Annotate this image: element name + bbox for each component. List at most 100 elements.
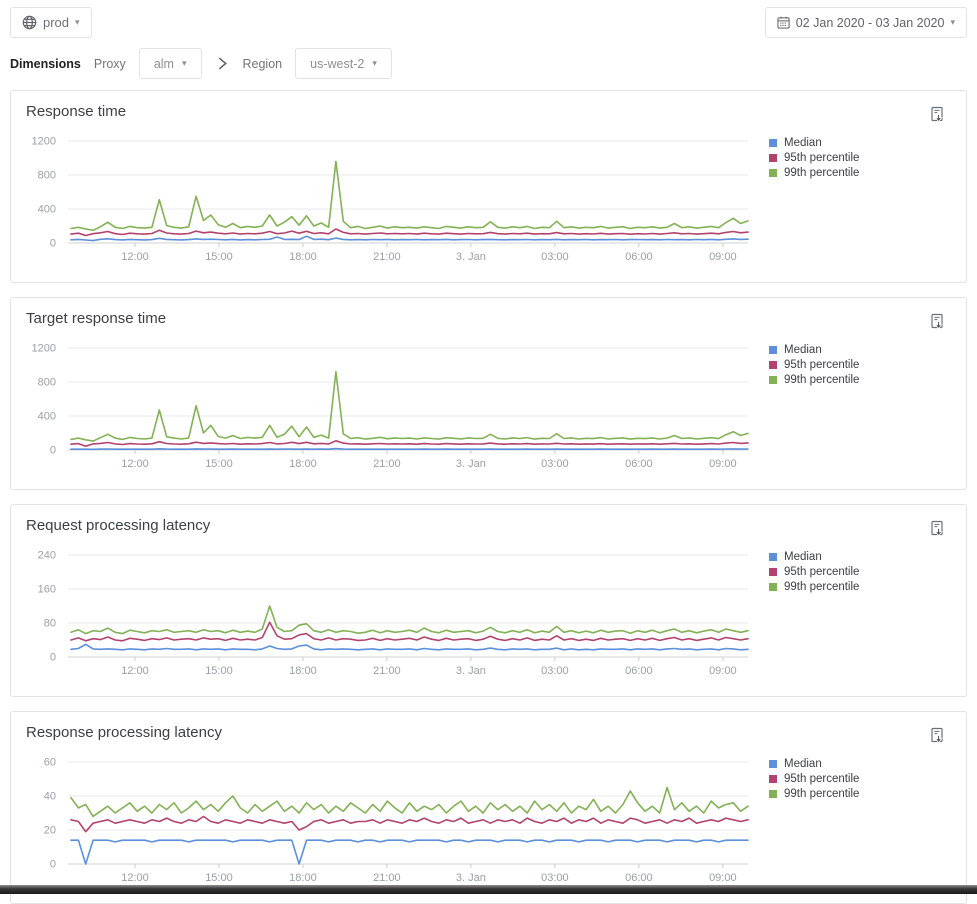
svg-text:160: 160 — [38, 584, 56, 596]
legend-swatch — [769, 375, 777, 384]
svg-text:12:00: 12:00 — [121, 251, 149, 263]
chart-legend: Median 95th percentile 99th percentile — [769, 756, 859, 801]
chart-panel-response-time: Response time Median 95th percentile 99t… — [10, 90, 967, 283]
legend-swatch — [769, 759, 777, 768]
svg-text:80: 80 — [44, 618, 56, 630]
chart-canvas: 1200 800 400 0 12:00 15:00 18:00 21:00 3. Jan 03:… — [32, 343, 749, 470]
caret-down-icon: ▾ — [950, 17, 955, 27]
chevron-right-icon — [217, 57, 228, 70]
svg-text:0: 0 — [50, 238, 56, 250]
chart-panel-request-processing-latency: Request processing latency Median 95th p… — [10, 504, 967, 697]
legend-swatch — [769, 345, 777, 354]
legend-item-95th-percentile[interactable]: 95th percentile — [769, 357, 859, 372]
chart-legend: Median 95th percentile 99th percentile — [769, 549, 859, 594]
download-report-button[interactable] — [928, 313, 948, 333]
legend-swatch — [769, 138, 777, 147]
legend-label: Median — [784, 757, 822, 770]
legend-item-median[interactable]: Median — [769, 135, 859, 150]
legend-label: 95th percentile — [784, 358, 860, 371]
svg-text:03:00: 03:00 — [541, 872, 569, 884]
download-report-button[interactable] — [928, 520, 948, 540]
legend-item-99th-percentile[interactable]: 99th percentile — [769, 372, 859, 387]
chart-legend: Median 95th percentile 99th percentile — [769, 342, 859, 387]
legend-swatch — [769, 360, 777, 369]
environment-selector-button[interactable]: prod ▾ — [10, 7, 92, 38]
svg-text:09:00: 09:00 — [709, 458, 737, 470]
legend-item-99th-percentile[interactable]: 99th percentile — [769, 786, 859, 801]
svg-text:3. Jan: 3. Jan — [456, 251, 486, 263]
svg-text:18:00: 18:00 — [289, 458, 317, 470]
legend-item-95th-percentile[interactable]: 95th percentile — [769, 564, 859, 579]
download-report-button[interactable] — [928, 106, 948, 126]
environment-label: prod — [43, 15, 70, 30]
date-range-button[interactable]: 02 Jan 2020 - 03 Jan 2020 ▾ — [764, 7, 967, 38]
download-report-button[interactable] — [928, 727, 948, 747]
globe-icon — [22, 15, 37, 30]
svg-text:15:00: 15:00 — [205, 665, 233, 677]
svg-text:0: 0 — [50, 859, 56, 871]
legend-label: 95th percentile — [784, 565, 860, 578]
caret-down-icon: ▾ — [372, 58, 377, 68]
chart-title: Response time — [26, 103, 127, 120]
svg-text:21:00: 21:00 — [373, 251, 401, 263]
svg-text:20: 20 — [44, 825, 56, 837]
proxy-dropdown[interactable]: alm ▾ — [138, 48, 202, 79]
chart-canvas: 1200 800 400 0 12:00 15:00 18:00 21:00 3. Jan 03:… — [32, 136, 749, 263]
svg-text:09:00: 09:00 — [709, 251, 737, 263]
svg-text:12:00: 12:00 — [121, 458, 149, 470]
svg-text:3. Jan: 3. Jan — [456, 458, 486, 470]
legend-swatch — [769, 168, 777, 177]
chart-panel-response-processing-latency: Response processing latency Median 95th … — [10, 711, 967, 904]
legend-swatch — [769, 153, 777, 162]
legend-label: Median — [784, 550, 822, 563]
svg-text:03:00: 03:00 — [541, 251, 569, 263]
legend-item-95th-percentile[interactable]: 95th percentile — [769, 150, 859, 165]
svg-text:3. Jan: 3. Jan — [456, 665, 486, 677]
svg-text:0: 0 — [50, 652, 56, 664]
svg-text:03:00: 03:00 — [541, 458, 569, 470]
svg-text:400: 400 — [38, 204, 56, 216]
svg-text:21:00: 21:00 — [373, 872, 401, 884]
legend-label: 95th percentile — [784, 151, 860, 164]
legend-item-median[interactable]: Median — [769, 756, 859, 771]
svg-text:06:00: 06:00 — [625, 872, 653, 884]
region-dropdown[interactable]: us-west-2 ▾ — [295, 48, 392, 79]
calendar-icon — [777, 16, 790, 29]
legend-item-99th-percentile[interactable]: 99th percentile — [769, 579, 859, 594]
legend-item-95th-percentile[interactable]: 95th percentile — [769, 771, 859, 786]
svg-text:06:00: 06:00 — [625, 665, 653, 677]
svg-text:21:00: 21:00 — [373, 665, 401, 677]
legend-item-99th-percentile[interactable]: 99th percentile — [769, 165, 859, 180]
svg-text:800: 800 — [38, 170, 56, 182]
legend-label: 99th percentile — [784, 787, 860, 800]
legend-swatch — [769, 582, 777, 591]
chart-canvas: 60 40 20 0 12:00 15:00 18:00 21:00 3. Jan 03:00 06… — [44, 757, 749, 884]
legend-item-median[interactable]: Median — [769, 549, 859, 564]
proxy-label: Proxy — [93, 56, 126, 71]
legend-label: Median — [784, 343, 822, 356]
proxy-value: alm — [153, 56, 174, 71]
svg-text:3. Jan: 3. Jan — [456, 872, 486, 884]
svg-text:09:00: 09:00 — [709, 872, 737, 884]
legend-swatch — [769, 552, 777, 561]
date-range-label: 02 Jan 2020 - 03 Jan 2020 — [795, 15, 945, 30]
svg-text:21:00: 21:00 — [373, 458, 401, 470]
legend-swatch — [769, 774, 777, 783]
svg-text:09:00: 09:00 — [709, 665, 737, 677]
svg-text:1200: 1200 — [32, 136, 56, 148]
legend-item-median[interactable]: Median — [769, 342, 859, 357]
dimensions-bar: Dimensions Proxy alm ▾ Region us-west-2 … — [10, 48, 392, 79]
chart-title: Response processing latency — [26, 724, 222, 741]
svg-text:400: 400 — [38, 411, 56, 423]
legend-label: Median — [784, 136, 822, 149]
svg-text:18:00: 18:00 — [289, 251, 317, 263]
svg-text:60: 60 — [44, 757, 56, 769]
svg-text:15:00: 15:00 — [205, 251, 233, 263]
svg-text:18:00: 18:00 — [289, 872, 317, 884]
legend-swatch — [769, 789, 777, 798]
region-label: Region — [242, 56, 283, 71]
chart-title: Target response time — [26, 310, 167, 327]
chart-legend: Median 95th percentile 99th percentile — [769, 135, 859, 180]
svg-text:240: 240 — [38, 550, 56, 562]
legend-label: 99th percentile — [784, 166, 860, 179]
